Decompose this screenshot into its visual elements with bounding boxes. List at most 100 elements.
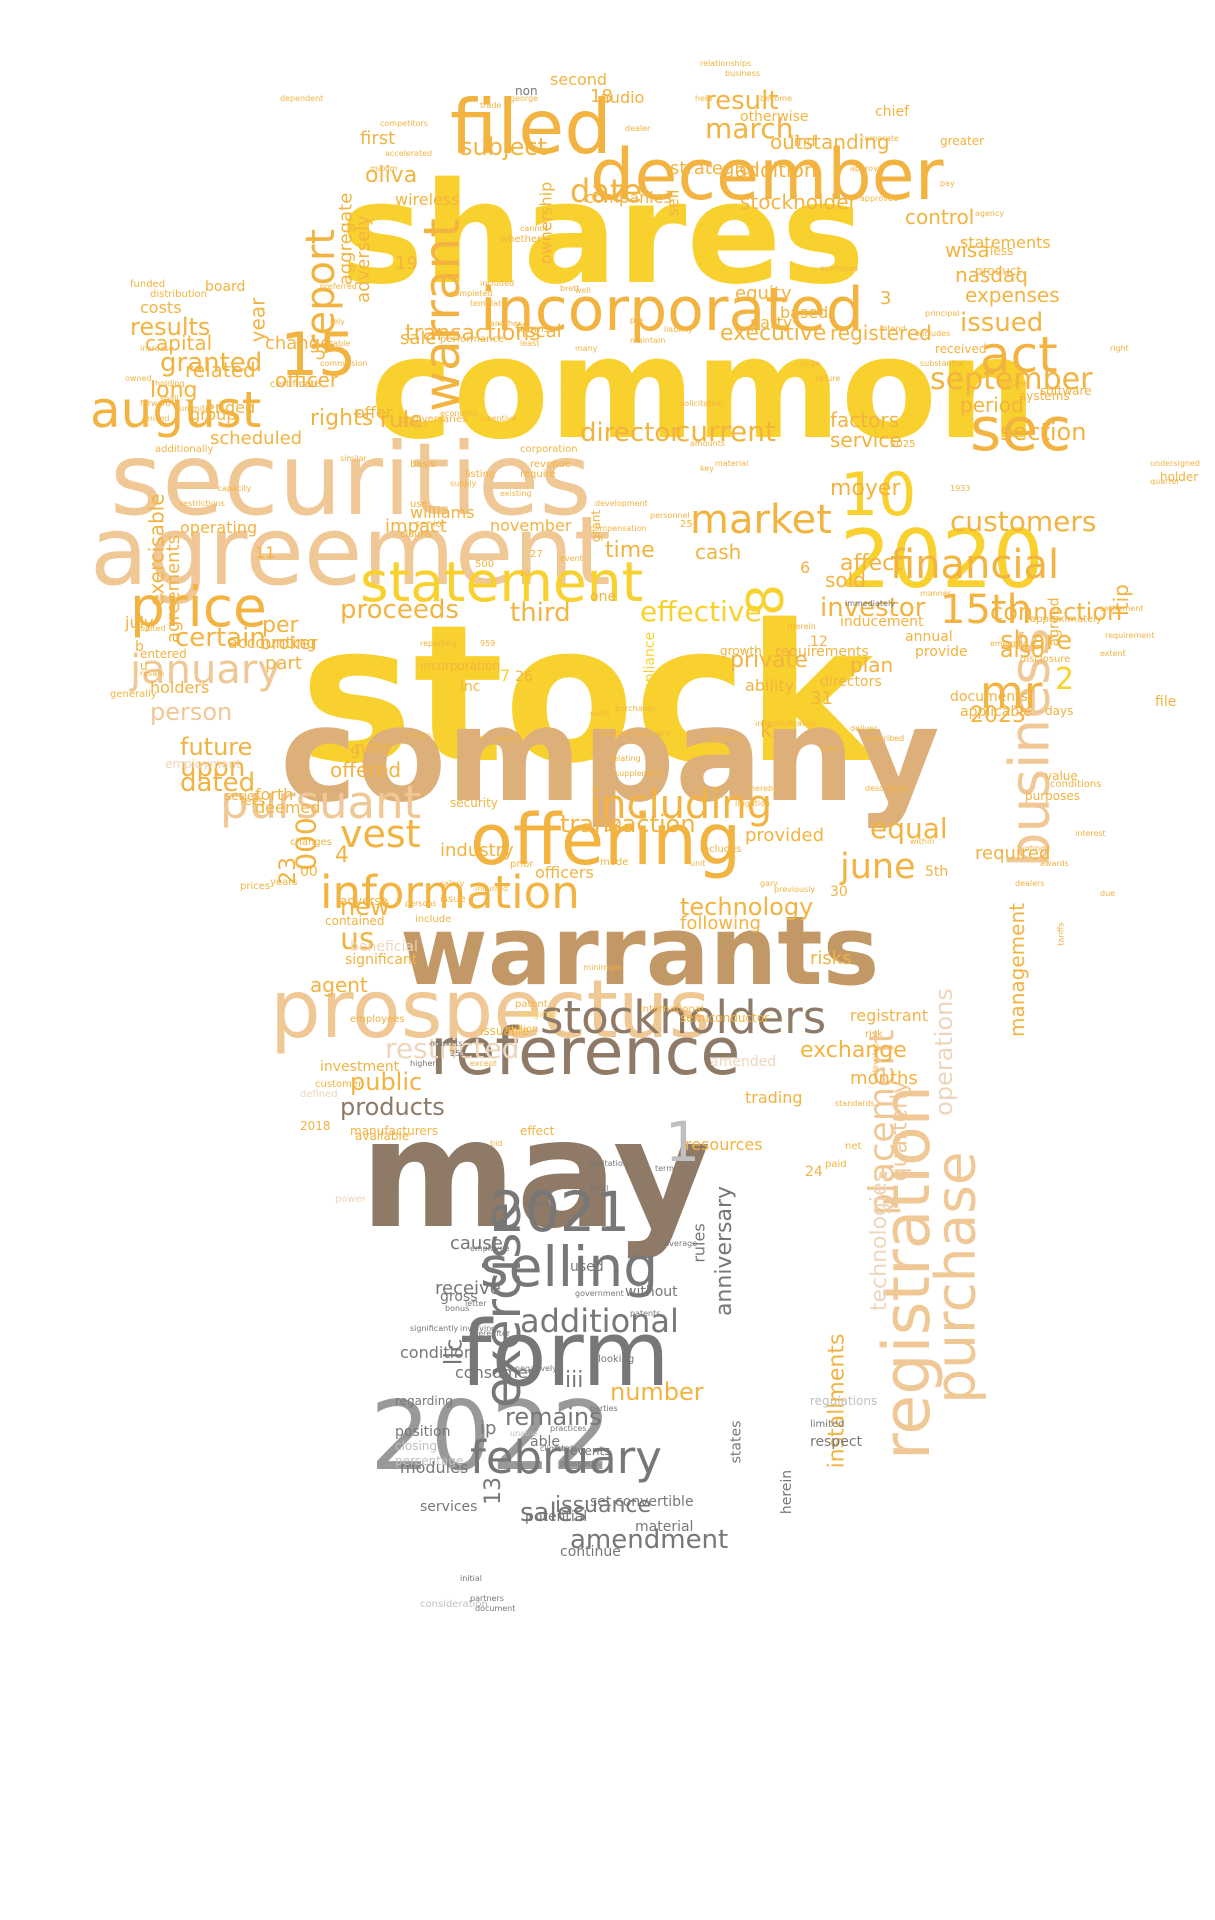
cloud-word-31: 31 [810,688,833,709]
cloud-word-500: 500 [475,559,495,570]
cloud-word-pay: pay [940,179,955,188]
cloud-word-net: net [845,1141,862,1152]
cloud-word-conditions: conditions [1050,779,1102,790]
cloud-word-units: units [590,709,610,718]
cloud-word-february: february [470,1431,662,1484]
cloud-word-initial: initial [460,1574,482,1583]
cloud-word-maintain: maintain [630,336,666,345]
cloud-word-voting: voting [1020,844,1046,853]
cloud-word-15th: 15th [940,587,1032,633]
cloud-word-section: section [1000,418,1087,446]
cloud-word-note: note [355,738,392,757]
cloud-word-investor: investor [820,593,926,623]
cloud-word-beneficial: beneficial [350,939,418,955]
cloud-word-ownership: ownership [536,181,556,265]
cloud-word-15: 15 [280,320,357,390]
cloud-word-incentive: incentive [480,414,517,423]
cloud-word-2025: 2025 [890,439,916,450]
cloud-word-accounting: accounting [228,633,317,652]
cloud-word-mr: mr [980,666,1043,719]
cloud-word-percentage: percentage [395,1454,464,1468]
cloud-word-iii: iii [565,1368,584,1393]
cloud-word-shall: shall [160,394,179,403]
cloud-word-includes: includes [700,844,742,855]
cloud-word-software: software [1040,384,1092,398]
cloud-word-supply: supply [450,479,477,488]
cloud-word-nasdaq: nasdaq [955,263,1028,287]
cloud-word-board: board [205,279,246,295]
cloud-word-certificate: certificate [270,379,321,390]
cloud-word-effective: effective [640,595,762,628]
cloud-word-forward: forward [140,399,171,408]
cloud-word-affect: affect [840,551,903,576]
cloud-word-holders: holders [150,678,210,697]
cloud-word-requirements: requirements [775,644,869,660]
cloud-word-additional: additional [520,1302,679,1340]
cloud-word-january: january [130,647,281,693]
cloud-word-first: first [360,128,396,149]
cloud-word-solicitation: solicitation [680,399,724,408]
cloud-word-unable: unable [510,1429,538,1438]
cloud-word-letter: letter [465,1299,487,1308]
cloud-word-accelerated: accelerated [385,149,433,158]
cloud-word-including: including [590,782,773,828]
cloud-word-officer: officer [275,368,339,392]
cloud-word-959: 959 [480,639,496,648]
cloud-word-related: related [185,358,256,382]
cloud-word-share: share [1000,626,1073,656]
cloud-word-significantly: significantly [410,1324,459,1333]
cloud-word-statements: statements [960,233,1051,252]
cloud-word-addition: addition [735,158,817,182]
cloud-word-14: 14 [605,819,623,835]
cloud-word-sold: sold [825,568,866,592]
cloud-word-due: due [1100,889,1116,898]
cloud-word-december: december [590,134,944,216]
cloud-word-purchaser: purchaser [615,704,656,713]
cloud-word-prospectus: prospectus [270,963,711,1056]
cloud-word-2022: 2022 [370,1382,612,1492]
cloud-word-million: million [505,1024,539,1035]
cloud-word-date: date [570,172,643,210]
cloud-word-approximately: approximately [1030,614,1102,625]
cloud-word-description: description [865,784,910,793]
cloud-word-march: march [705,112,794,145]
cloud-word-1: 1 [665,1110,700,1174]
cloud-word-exchange: exchange [800,1038,907,1063]
cloud-word-senior: senior [415,519,446,530]
cloud-word-mixed: mixed [145,414,170,423]
cloud-word-gross: gross [440,1289,478,1305]
cloud-word-value: value [1045,769,1078,783]
cloud-word-parties: parties [590,1404,618,1413]
cloud-word-well: well [575,286,591,295]
cloud-word-years: years [270,877,298,888]
cloud-word-directors: directors [820,674,882,690]
cloud-word-paid: paid [825,1159,847,1170]
cloud-word-fees: fees [240,794,266,808]
cloud-word-received: received [935,342,987,356]
cloud-word-least: least [520,339,540,348]
cloud-word-18: 18 [590,86,613,107]
cloud-word-applicable: applicable [960,704,1032,720]
cloud-word-operations: operations [929,988,958,1116]
cloud-word-factors: factors [830,408,900,432]
cloud-word-anniversary: anniversary [712,1185,738,1317]
cloud-word-liability: liability [663,325,693,335]
cloud-word-political: political [600,729,632,738]
cloud-word-amounts: amounts [690,439,726,448]
cloud-word-dependent: dependent [280,94,324,103]
cloud-word-harm: harm [820,744,841,753]
cloud-word-relating: relating [610,754,641,763]
cloud-word-become: become [760,94,793,103]
cloud-word-contained: contained [325,914,385,928]
cloud-word-based: based [780,303,829,322]
cloud-word-event: event [560,554,583,563]
cloud-word-purposes: purposes [1025,789,1081,803]
cloud-word-issued: issued [960,308,1044,338]
cloud-word-limited: limited [810,1419,845,1430]
cloud-word-litigation: litigation [735,799,771,808]
cloud-word-vest: vest [340,812,421,856]
cloud-word-substantial: substantial [920,359,965,368]
cloud-word-intend: intend [880,324,906,333]
cloud-word-preferred: preferred [319,281,357,291]
cloud-word-series: series [225,789,261,803]
